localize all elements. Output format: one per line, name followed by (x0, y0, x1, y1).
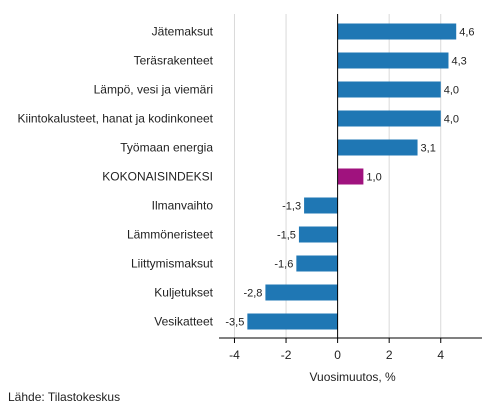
x-tick-label: 2 (386, 348, 393, 362)
category-label: Kiintokalusteet, hanat ja kodinkoneet (18, 112, 214, 126)
bar (337, 81, 441, 98)
bar (337, 23, 457, 40)
category-label: Lämmöneristeet (127, 228, 214, 242)
x-axis-title: Vuosimuutos, % (309, 370, 396, 384)
category-label: Lämpö, vesi ja viemäri (94, 83, 213, 97)
category-label: KOKONAISINDEKSI (102, 170, 213, 184)
data-label: -1,6 (274, 259, 293, 271)
bar (247, 313, 338, 330)
data-label: 1,0 (366, 172, 381, 184)
data-label: -1,3 (282, 201, 301, 213)
bar (298, 226, 338, 243)
bar (337, 110, 441, 127)
category-label: Ilmanvaihto (152, 199, 214, 213)
bar (296, 255, 338, 272)
category-label: Jätemaksut (152, 25, 214, 39)
bar (265, 284, 338, 301)
bar (337, 139, 418, 156)
bar (304, 197, 338, 214)
category-label: Teräsrakenteet (134, 54, 214, 68)
category-label: Vesikatteet (154, 315, 213, 329)
data-label: 4,0 (444, 114, 459, 126)
bar (337, 168, 364, 185)
x-tick-label: 4 (437, 348, 444, 362)
x-tick-label: -4 (229, 348, 240, 362)
data-label: 4,0 (444, 85, 459, 97)
data-label: 4,6 (459, 27, 474, 39)
data-label: -2,8 (243, 288, 262, 300)
bar (337, 52, 449, 69)
category-label: Työmaan energia (120, 141, 213, 155)
category-label: Kuljetukset (154, 286, 213, 300)
x-tick-label: 0 (334, 348, 341, 362)
data-label: -3,5 (225, 317, 244, 329)
data-label: -1,5 (277, 230, 296, 242)
data-label: 4,3 (451, 56, 466, 68)
x-tick-label: -2 (281, 348, 292, 362)
category-label: Liittymismaksut (131, 257, 214, 271)
source-note: Lähde: Tilastokeskus (8, 390, 121, 404)
data-label: 3,1 (421, 143, 436, 155)
